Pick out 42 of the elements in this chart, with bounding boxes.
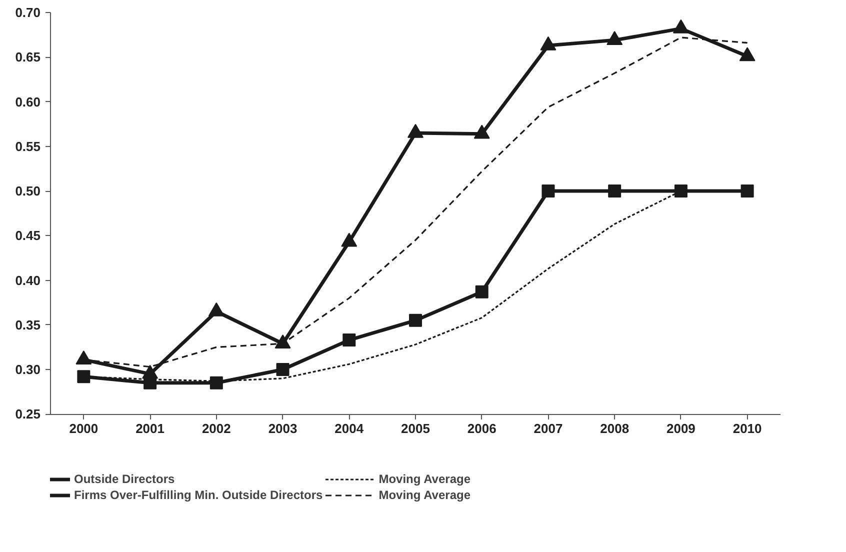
x-tick-label: 2003 xyxy=(268,421,298,436)
point xyxy=(210,376,223,390)
y-tick-label: 0.40 xyxy=(15,272,41,288)
y-tick-label: 0.35 xyxy=(15,317,41,332)
legend-label: Moving Average xyxy=(378,488,471,502)
point xyxy=(540,36,556,50)
x-tick-label: 2006 xyxy=(467,421,496,436)
point xyxy=(474,124,490,139)
x-tick-label: 2004 xyxy=(334,421,364,436)
point xyxy=(672,19,689,34)
x-tick-label: 2009 xyxy=(666,421,696,436)
x-tick-label: 2008 xyxy=(600,421,630,436)
point xyxy=(674,184,688,198)
y-tick-label: 0.70 xyxy=(15,5,41,20)
x-tick-label: 2005 xyxy=(401,421,430,436)
y-tick-label: 0.60 xyxy=(15,94,41,110)
y-tick-label: 0.65 xyxy=(15,50,41,65)
point xyxy=(408,124,424,138)
x-tick-label: 2002 xyxy=(202,421,231,436)
point xyxy=(739,47,756,62)
x-tick-label: 2001 xyxy=(136,421,165,436)
x-tick-label: 2007 xyxy=(534,421,563,436)
point xyxy=(77,370,90,384)
point xyxy=(409,314,422,327)
point xyxy=(342,334,356,347)
x-tick-label: 2010 xyxy=(732,421,762,436)
point xyxy=(276,363,290,376)
y-tick-label: 0.50 xyxy=(15,184,41,199)
legend-label: Moving Average xyxy=(378,472,471,486)
y-tick-label: 0.55 xyxy=(15,138,41,154)
point xyxy=(606,31,623,45)
y-tick-label: 0.45 xyxy=(15,228,41,244)
point xyxy=(740,184,754,198)
point xyxy=(542,184,555,198)
point xyxy=(608,184,622,198)
point xyxy=(475,285,488,298)
point xyxy=(341,232,358,247)
y-tick-label: 0.25 xyxy=(15,406,41,422)
legend-label: Outside Directors xyxy=(74,472,175,486)
y-tick-label: 0.30 xyxy=(15,362,41,378)
x-tick-label: 2000 xyxy=(69,421,98,436)
legend-label: Firms Over-Fulfilling Min. Outside Directors xyxy=(74,488,323,502)
